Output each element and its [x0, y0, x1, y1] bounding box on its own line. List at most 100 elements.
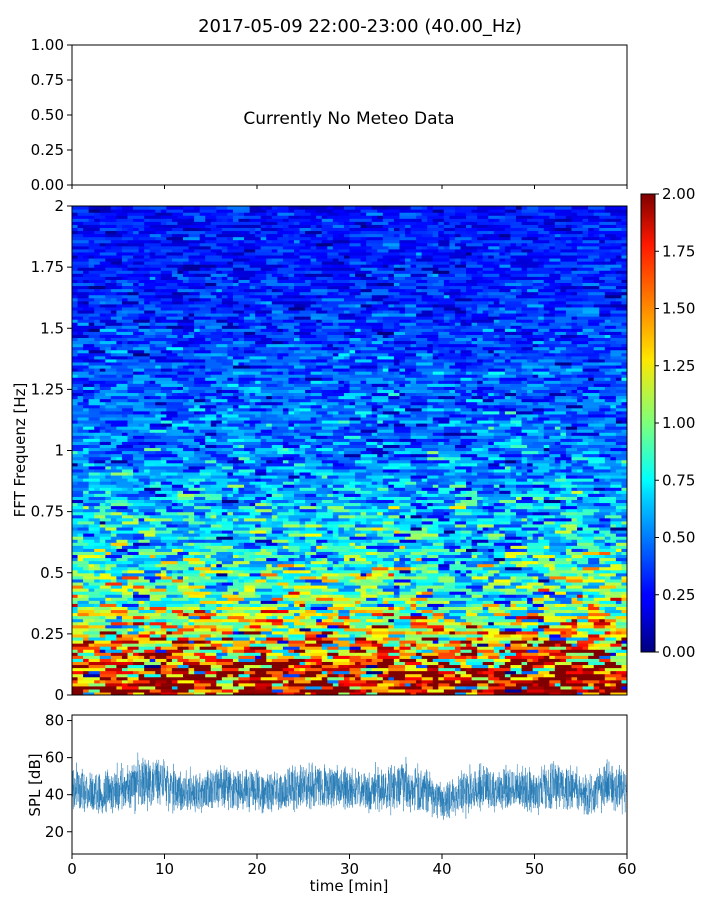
heatmap-cell	[210, 630, 217, 635]
heatmap-cell	[133, 444, 145, 449]
heatmap-cell	[110, 478, 129, 482]
heatmap-cell	[549, 609, 567, 614]
heatmap-cell	[216, 422, 228, 427]
heatmap-cell	[160, 566, 167, 571]
heatmap-cell	[116, 526, 134, 531]
heatmap-cell	[144, 612, 162, 617]
heatmap-cell	[294, 588, 312, 592]
heatmap-cell	[382, 618, 389, 623]
heatmap-cell	[144, 560, 162, 565]
heatmap-cell	[377, 407, 395, 412]
heatmap-cell	[343, 404, 356, 409]
heatmap-cell	[610, 685, 617, 690]
heatmap-cell	[282, 505, 295, 510]
heatmap-cell	[294, 471, 301, 476]
heatmap-cell	[527, 453, 534, 458]
heatmap-cell	[72, 581, 79, 586]
heatmap-cell	[338, 533, 351, 537]
heatmap-cell	[282, 636, 290, 641]
heatmap-cell	[366, 679, 378, 684]
heatmap-cell	[604, 591, 611, 595]
heatmap-cell	[160, 667, 167, 672]
heatmap-cell	[343, 557, 351, 562]
heatmap-cell	[521, 419, 528, 424]
heatmap-cell	[410, 419, 428, 424]
heatmap-cell	[94, 493, 101, 497]
heatmap-cell	[593, 429, 606, 433]
heatmap-cell	[294, 529, 301, 534]
heatmap-cell	[482, 588, 500, 592]
heatmap-cell	[410, 578, 417, 583]
heatmap-cell	[194, 502, 206, 507]
heatmap-cell	[138, 566, 145, 571]
heatmap-cell	[449, 441, 462, 445]
heatmap-cell	[221, 468, 240, 473]
heatmap-cell	[449, 450, 467, 455]
heatmap-cell	[454, 481, 467, 485]
heatmap-cell	[443, 529, 456, 534]
heatmap-cell	[410, 560, 423, 565]
heatmap-cell	[149, 419, 162, 424]
heatmap-cell	[482, 618, 500, 623]
heatmap-cell	[454, 655, 467, 659]
heatmap-cell	[427, 419, 434, 424]
heatmap-cell	[99, 471, 106, 476]
heatmap-cell	[271, 551, 278, 556]
heatmap-cell	[316, 478, 334, 482]
heatmap-cell	[432, 419, 439, 424]
heatmap-cell	[610, 600, 617, 604]
heatmap-cell	[194, 465, 206, 470]
heatmap-cell	[299, 529, 312, 534]
heatmap-cell	[105, 636, 117, 641]
heatmap-cell	[88, 499, 106, 504]
heatmap-cell	[227, 575, 240, 580]
heatmap-cell	[449, 591, 467, 595]
heatmap-cell	[310, 529, 328, 534]
heatmap-cell	[599, 600, 611, 604]
heatmap-cell	[416, 508, 434, 513]
heatmap-cell	[255, 661, 273, 666]
heatmap-cell	[560, 481, 573, 485]
heatmap-cell	[593, 435, 606, 439]
heatmap-cell	[282, 395, 290, 400]
heatmap-cell	[460, 646, 478, 650]
heatmap-cell	[443, 581, 456, 586]
heatmap-cell	[499, 649, 506, 653]
heatmap-cell	[194, 588, 201, 592]
heatmap-cell	[443, 542, 456, 546]
heatmap-cell	[405, 560, 412, 565]
heatmap-cell	[183, 456, 190, 461]
heatmap-cell	[432, 508, 445, 513]
heatmap-cell	[493, 679, 512, 684]
heatmap-cell	[271, 429, 290, 433]
heatmap-cell	[116, 636, 134, 641]
heatmap-cell	[565, 594, 578, 598]
heatmap-cell	[571, 481, 584, 485]
heatmap-cell	[371, 578, 384, 583]
heatmap-cell	[138, 630, 151, 635]
heatmap-cell	[388, 655, 395, 659]
heatmap-cell	[133, 560, 145, 565]
heatmap-cell	[299, 597, 317, 601]
heatmap-cell	[454, 679, 462, 684]
heatmap-cell	[366, 499, 378, 504]
heatmap-cell	[116, 661, 134, 666]
heatmap-cell	[260, 462, 278, 467]
heatmap-cell	[116, 633, 123, 638]
heatmap-cell	[454, 511, 473, 516]
heatmap-cell	[138, 478, 151, 482]
heatmap-cell	[610, 588, 627, 592]
heatmap-cell	[482, 661, 495, 666]
heatmap-cell	[493, 621, 500, 626]
heatmap-cell	[99, 667, 106, 672]
heatmap-cell	[316, 569, 323, 574]
heatmap-cell	[371, 569, 378, 574]
heatmap-cell	[588, 444, 606, 449]
heatmap-cell	[554, 514, 567, 519]
heatmap-cell	[471, 536, 489, 540]
heatmap-cell	[454, 560, 462, 565]
heatmap-cell	[210, 560, 217, 565]
heatmap-cell	[88, 661, 106, 666]
heatmap-cell	[477, 407, 484, 412]
heatmap-cell	[371, 615, 378, 620]
